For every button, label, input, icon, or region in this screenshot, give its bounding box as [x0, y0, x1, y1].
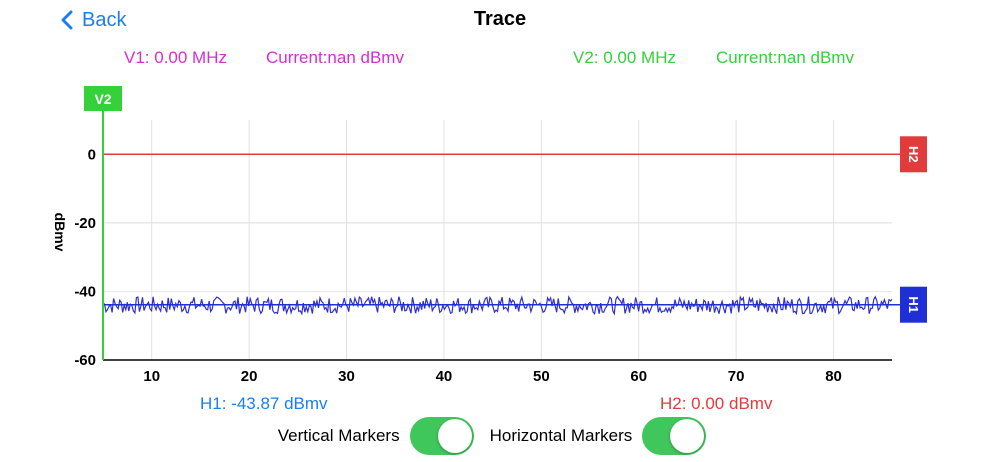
- vertical-markers-label: Vertical Markers: [277, 426, 400, 445]
- horizontal-markers-toggle[interactable]: [642, 417, 707, 455]
- page-title: Trace: [473, 8, 527, 30]
- back-label: Back: [82, 8, 127, 31]
- h1-readout: H1: -43.87 dBmv: [200, 394, 328, 413]
- v1-current-readout: Current:nan dBmv: [266, 48, 404, 67]
- v2-frequency-readout: V2: 0.00 MHz: [573, 48, 676, 67]
- v2-marker-tag: [84, 86, 122, 111]
- h1-marker-tag: [900, 286, 927, 323]
- y-tick-label: -20: [74, 215, 96, 232]
- x-tick-label: 50: [533, 368, 550, 385]
- h2-marker-tag: [900, 136, 927, 173]
- x-tick-label: 60: [630, 368, 647, 385]
- x-tick-label: 20: [241, 368, 258, 385]
- toggle-knob: [670, 419, 705, 453]
- x-tick-label: 30: [338, 368, 355, 385]
- y-tick-label: 0: [88, 146, 96, 163]
- horizontal-markers-label: Horizontal Markers: [489, 426, 633, 445]
- marker-toggle-row: Vertical Markers Horizontal Markers: [0, 414, 1000, 458]
- vertical-markers-toggle[interactable]: [409, 417, 474, 455]
- v1-frequency-readout: V1: 0.00 MHz: [124, 48, 227, 67]
- chevron-left-icon: [61, 10, 73, 30]
- h2-marker-label: H2: [906, 146, 921, 163]
- x-tick-label: 70: [728, 368, 745, 385]
- v2-current-readout: Current:nan dBmv: [716, 48, 854, 67]
- h2-readout: H2: 0.00 dBmv: [660, 394, 773, 413]
- toggle-knob: [437, 419, 472, 453]
- v2-marker-label: V2: [94, 91, 111, 107]
- y-tick-label: -40: [74, 283, 96, 300]
- x-tick-label: 10: [143, 368, 160, 385]
- trace-series-line: [102, 295, 893, 316]
- x-tick-label: 40: [436, 368, 453, 385]
- x-tick-label: 80: [825, 368, 842, 385]
- back-button[interactable]: Back: [60, 6, 126, 34]
- y-axis-label: dBmv: [52, 213, 68, 252]
- h1-marker-label: H1: [906, 296, 921, 313]
- y-tick-label: -60: [74, 352, 96, 369]
